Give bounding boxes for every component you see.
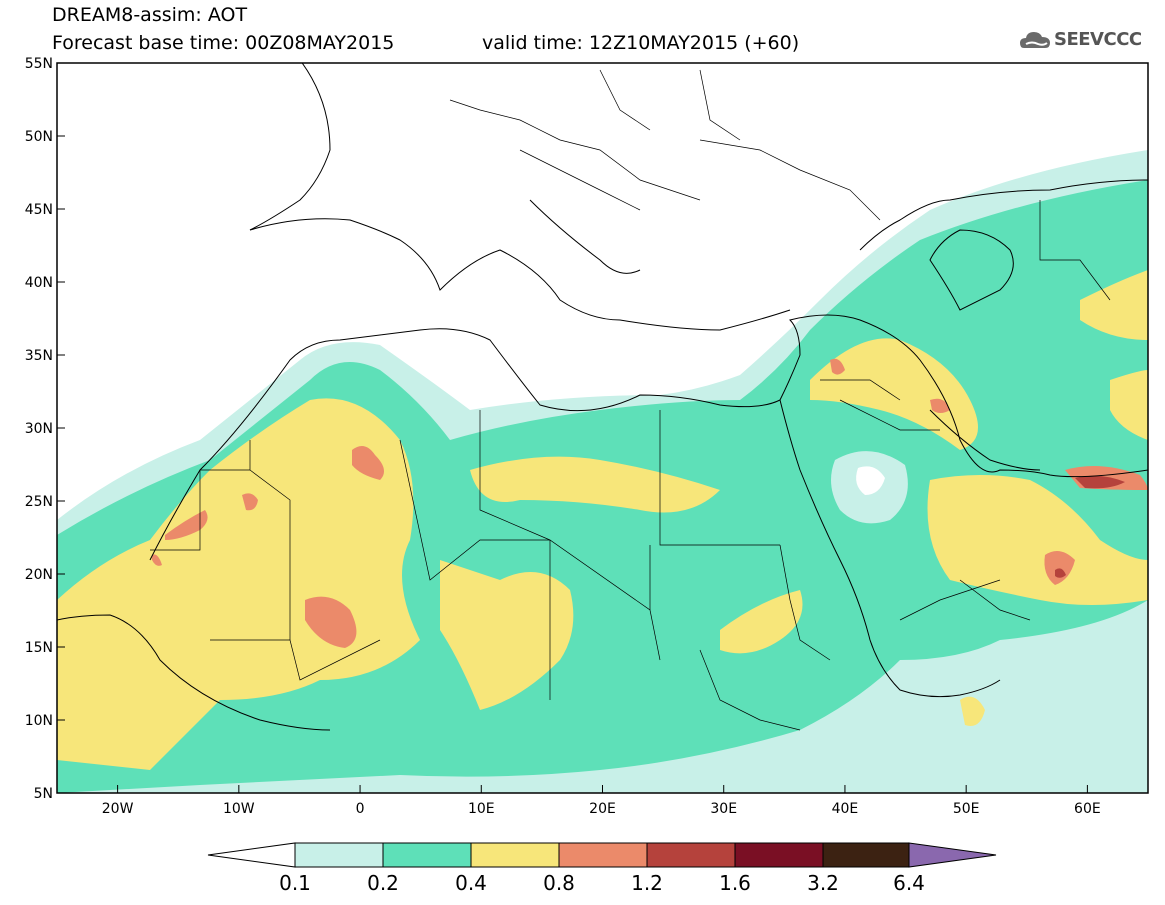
lon-tick-label: 40E — [832, 801, 859, 817]
lon-tick-label: 10E — [468, 801, 495, 817]
lat-tick-label: 50N — [25, 129, 53, 145]
lat-tick-label: 10N — [25, 713, 53, 729]
colorbar-box-4 — [558, 842, 648, 868]
colorbar — [207, 842, 997, 868]
colorbar-label: 3.2 — [807, 871, 839, 895]
country-borders — [150, 69, 1111, 731]
colorbar-box-3 — [470, 842, 560, 868]
lat-tick-label: 40N — [25, 275, 53, 291]
colorbar-box-6 — [734, 842, 824, 868]
axis-ticks: 20W 10W 0 10E 20E 30E 40E 50E 60E 5N 10N 15N 20N 25N 3… — [25, 56, 1101, 817]
lat-tick-label: 45N — [25, 202, 53, 218]
colorbar-box-5 — [646, 842, 736, 868]
aot-contour-0.4 — [57, 270, 1148, 770]
lon-tick-label: 60E — [1074, 801, 1101, 817]
colorbar-box-7 — [822, 842, 910, 868]
lon-tick-label: 30E — [710, 801, 737, 817]
base-time-label: Forecast base time: 00Z08MAY2015 — [52, 32, 395, 54]
lon-tick-label: 10W — [223, 801, 255, 817]
colorbar-label: 1.6 — [719, 871, 751, 895]
lat-tick-label: 15N — [25, 640, 53, 656]
lat-tick-label: 30N — [25, 421, 53, 437]
logo-text: SEEVCCC — [1054, 29, 1142, 50]
lat-tick-label: 20N — [25, 567, 53, 583]
lat-tick-label: 55N — [25, 56, 53, 72]
colorbar-box-1 — [294, 842, 384, 868]
lat-tick-label: 25N — [25, 494, 53, 510]
colorbar-over-arrow — [908, 842, 997, 868]
colorbar-label: 0.8 — [543, 871, 575, 895]
lon-tick-label: 20E — [589, 801, 616, 817]
coastlines — [57, 63, 1148, 731]
map-title: DREAM8-assim: AOT — [52, 4, 248, 26]
colorbar-label: 1.2 — [631, 871, 663, 895]
colorbar-label: 6.4 — [893, 871, 925, 895]
lon-tick-label: 0 — [356, 801, 365, 817]
aot-contour-1.2 — [1055, 475, 1125, 578]
valid-time-label: valid time: 12Z10MAY2015 (+60) — [482, 32, 800, 54]
colorbar-box-2 — [382, 842, 472, 868]
aot-low-spot — [831, 451, 908, 524]
lon-tick-label: 50E — [953, 801, 980, 817]
cloud-logo-icon — [1020, 32, 1050, 48]
lat-tick-label: 35N — [25, 348, 53, 364]
lat-tick-label: 5N — [34, 786, 53, 802]
colorbar-label: 0.2 — [367, 871, 399, 895]
colorbar-label: 0.1 — [279, 871, 311, 895]
lon-tick-label: 20W — [102, 801, 134, 817]
colorbar-label: 0.4 — [455, 871, 487, 895]
colorbar-under-arrow — [207, 842, 296, 868]
